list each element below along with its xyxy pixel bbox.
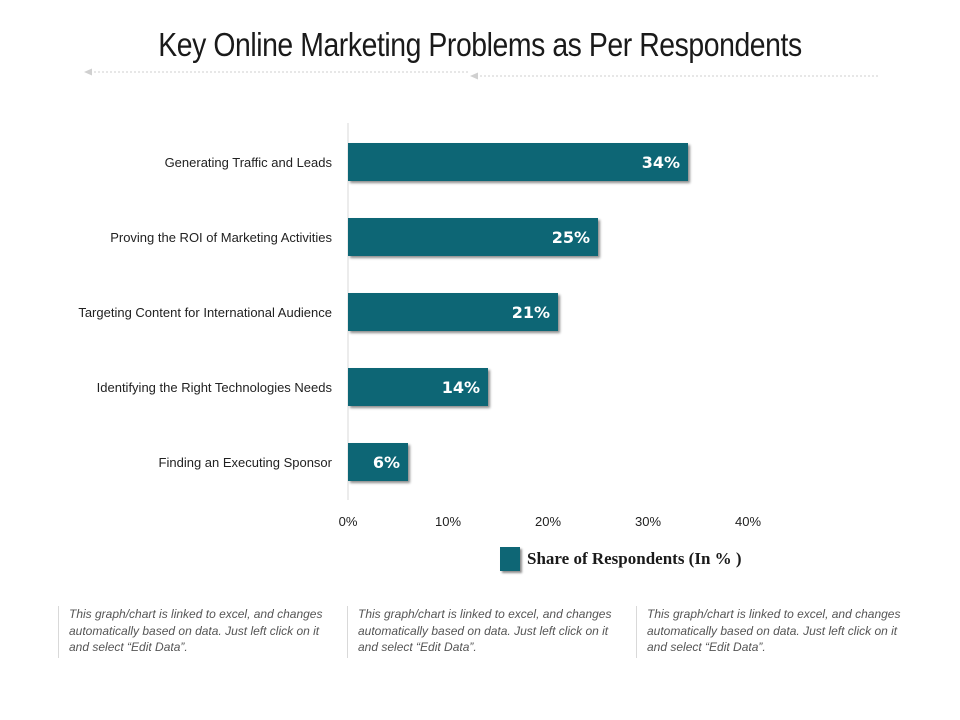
x-tick-label: 30%: [635, 514, 661, 529]
bar[interactable]: [348, 293, 558, 331]
category-label: Proving the ROI of Marketing Activities: [110, 230, 332, 245]
x-tick-label: 40%: [735, 514, 761, 529]
bar-value-label: 6%: [373, 453, 400, 472]
bar[interactable]: [348, 443, 408, 481]
legend-label: Share of Respondents (In % ): [527, 549, 742, 568]
x-tick-label: 10%: [435, 514, 461, 529]
bar-value-label: 25%: [552, 228, 590, 247]
bar[interactable]: [348, 368, 488, 406]
title-underline: [84, 68, 878, 80]
category-label: Generating Traffic and Leads: [165, 155, 333, 170]
page-title: Key Online Marketing Problems as Per Res…: [158, 26, 802, 63]
notes-row: This graph/chart is linked to excel, and…: [58, 606, 918, 662]
category-label: Identifying the Right Technologies Needs: [97, 380, 333, 395]
bar-chart[interactable]: 34% Generating Traffic and Leads 25% Provin…: [0, 0, 960, 600]
bar[interactable]: [348, 218, 598, 256]
legend-swatch: [500, 547, 520, 571]
note-text-3: This graph/chart is linked to excel, and…: [636, 606, 902, 658]
category-label: Finding an Executing Sponsor: [159, 455, 333, 470]
bar[interactable]: [348, 143, 688, 181]
bar-value-label: 14%: [442, 378, 480, 397]
chart-legend: Share of Respondents (In % ): [500, 545, 742, 573]
bar-value-label: 21%: [512, 303, 550, 322]
category-label: Targeting Content for International Audi…: [78, 305, 332, 320]
x-tick-label: 20%: [535, 514, 561, 529]
note-text-2: This graph/chart is linked to excel, and…: [347, 606, 613, 658]
note-text-1: This graph/chart is linked to excel, and…: [58, 606, 324, 658]
bar-value-label: 34%: [642, 153, 680, 172]
x-tick-label: 0%: [339, 514, 358, 529]
